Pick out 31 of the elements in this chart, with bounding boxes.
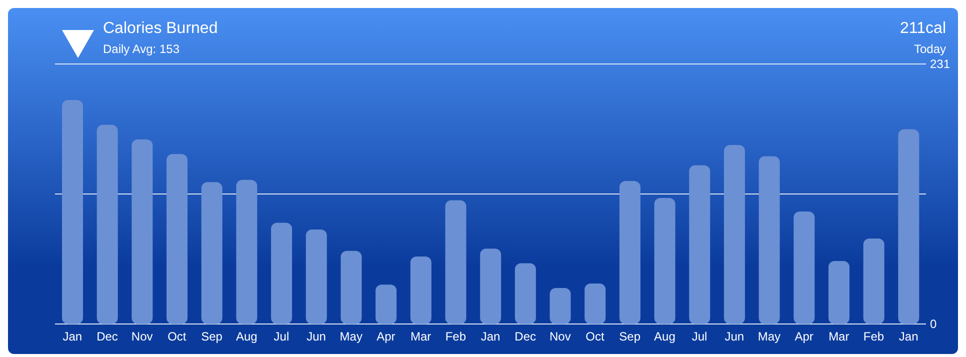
chart-subtitle: Daily Avg: 153: [103, 42, 180, 56]
x-tick-label: Jan: [898, 330, 918, 344]
x-tick-label: Apr: [376, 330, 396, 344]
x-tick-label: Jun: [724, 330, 744, 344]
x-tick-label: Mar: [828, 330, 850, 344]
x-tick-label: Nov: [131, 330, 153, 344]
x-tick-label: Dec: [96, 330, 118, 344]
x-tick-label: May: [758, 330, 781, 344]
x-tick-label: Jul: [274, 330, 290, 344]
x-tick-label: Aug: [654, 330, 676, 344]
x-tick-label: Aug: [236, 330, 258, 344]
x-tick-label: Nov: [550, 330, 571, 344]
x-tick-label: Apr: [794, 330, 814, 344]
x-tick-label: Sep: [619, 330, 641, 344]
text: Today: [914, 42, 946, 56]
x-tick-label: Jan: [62, 330, 82, 344]
x-tick-label: Jan: [480, 330, 500, 344]
x-tick-label: Feb: [445, 330, 466, 344]
x-tick-label: Dec: [514, 330, 536, 344]
x-tick-label: Oct: [586, 330, 606, 344]
x-tick-label: Oct: [168, 330, 187, 344]
y-tick-label: 231: [930, 57, 950, 71]
y-tick-label: 0: [930, 317, 937, 331]
x-tick-label: Jun: [306, 330, 326, 344]
x-tick-label: May: [340, 330, 362, 344]
x-tick-label: Jul: [692, 330, 708, 344]
x-tick-label: Feb: [863, 330, 884, 344]
chart-title: Calories Burned: [103, 20, 218, 38]
x-tick-label: Mar: [410, 330, 432, 344]
x-tick-label: Sep: [201, 330, 223, 344]
text: 211cal: [900, 20, 946, 38]
